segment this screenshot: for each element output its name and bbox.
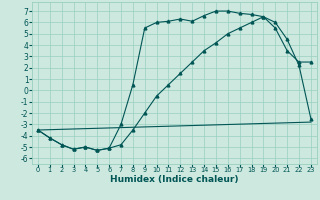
X-axis label: Humidex (Indice chaleur): Humidex (Indice chaleur) [110, 175, 239, 184]
